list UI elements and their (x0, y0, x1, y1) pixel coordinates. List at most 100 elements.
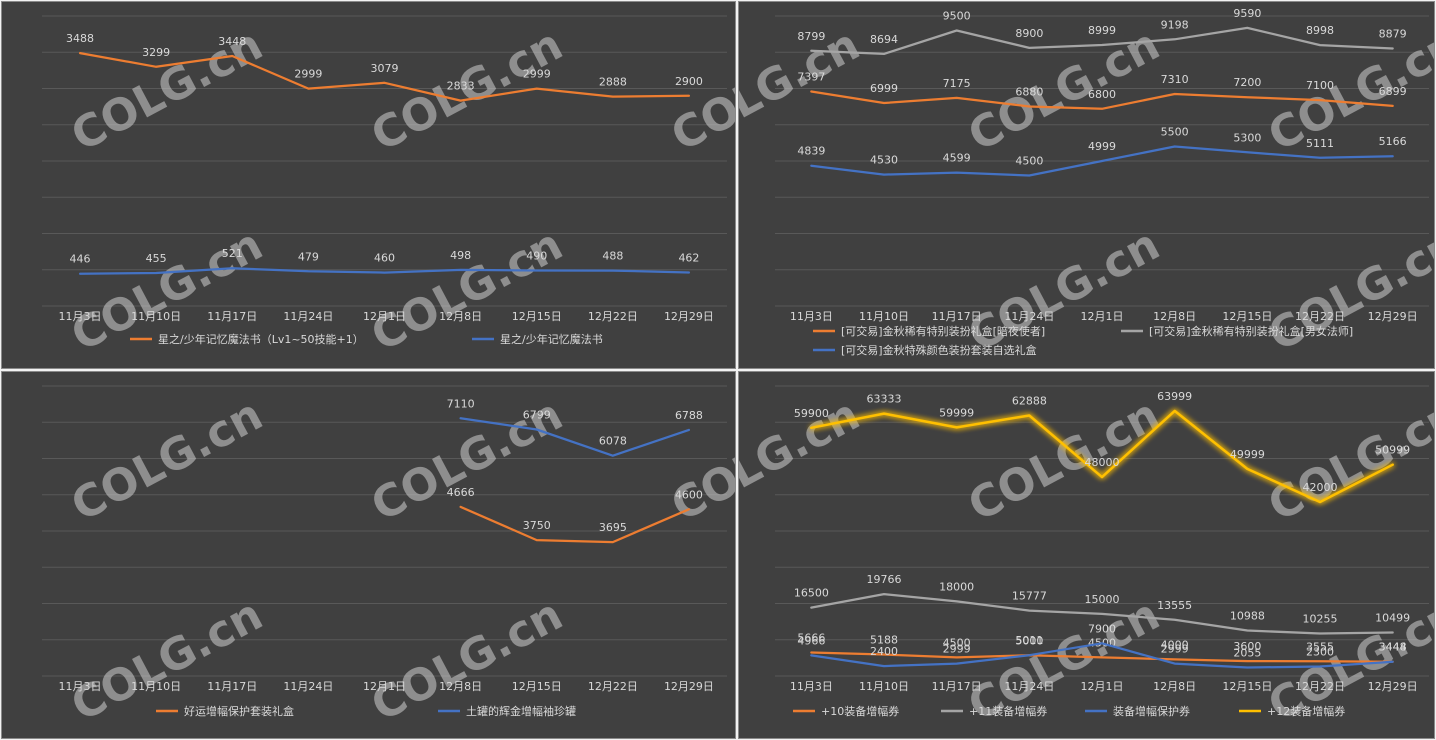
data-label: 2999 (1161, 643, 1189, 656)
x-tick-label: 11月10日 (859, 680, 909, 693)
gridlines (42, 385, 727, 677)
gridlines (775, 385, 1429, 677)
data-label: 2055 (1233, 646, 1261, 659)
data-label: 488 (602, 250, 623, 263)
x-tick-label: 11月3日 (59, 310, 102, 323)
legend-label: +12装备增幅券 (1267, 704, 1345, 718)
data-label: 3488 (66, 32, 94, 45)
data-label: 15777 (1012, 590, 1047, 603)
data-label: 9500 (943, 10, 971, 23)
data-label: 6880 (1015, 85, 1043, 98)
legend-label: 星之/少年记忆魔法书（Lv1~50技能+1） (158, 332, 364, 346)
data-label: 5666 (797, 632, 825, 645)
series-line-0 (459, 505, 691, 544)
data-label: 42000 (1303, 481, 1338, 494)
legend-entry: 土罐的辉金增幅袖珍罐 (438, 704, 576, 718)
data-label: 63999 (1157, 390, 1192, 403)
data-label: 446 (70, 253, 91, 266)
data-label: 490 (526, 249, 547, 262)
data-label: 19766 (867, 573, 902, 586)
data-label: 9198 (1161, 18, 1189, 31)
data-label: 6788 (675, 409, 703, 422)
data-label: 5000 (1015, 634, 1043, 647)
x-tick-label: 12月1日 (1081, 310, 1124, 323)
data-label: 3299 (142, 46, 170, 59)
data-label: 460 (374, 252, 395, 265)
data-label: 4966 (797, 634, 825, 647)
data-label: 521 (222, 247, 243, 260)
legend-entry: +12装备增幅券 (1239, 704, 1345, 718)
data-label: 6800 (1088, 88, 1116, 101)
series-line-0 (810, 651, 1394, 663)
data-label: 5011 (1015, 634, 1043, 647)
chart-panel-autumn-costume-box: COLG.cn COLG.cn COLG.cn COLG.cn COLG.cn 11月3日… (738, 1, 1435, 369)
data-label: 7900 (1088, 622, 1116, 635)
data-label: 2900 (675, 75, 703, 88)
chart-panel-amplify-protection-box: COLG.cn COLG.cn COLG.cn COLG.cn COLG.cn 11月3日… (1, 371, 736, 739)
x-tick-label: 12月15日 (1222, 680, 1272, 693)
data-label: 3079 (371, 62, 399, 75)
x-tick-label: 12月8日 (439, 310, 482, 323)
series-line-2 (810, 145, 1394, 177)
x-tick-label: 12月8日 (439, 680, 482, 693)
data-label: 498 (450, 249, 471, 262)
data-label: 7100 (1306, 79, 1334, 92)
data-label: 8998 (1306, 24, 1334, 37)
series-line-1 (78, 267, 691, 275)
legend-label: [可交易]金秋稀有特别装扮礼盒[男女法师] (1149, 324, 1353, 338)
series-line-0 (810, 90, 1394, 110)
series-line-3 (810, 409, 1394, 504)
watermark: COLG.cn (1260, 19, 1435, 162)
x-tick-label: 12月1日 (1081, 680, 1124, 693)
data-label: 62888 (1012, 394, 1047, 407)
legend-label: 装备增幅保护券 (1113, 704, 1190, 718)
gridlines (42, 15, 727, 307)
data-label: 4599 (943, 152, 971, 165)
series-line-1 (459, 417, 691, 457)
data-label: 7175 (943, 77, 971, 90)
series-line-1 (810, 26, 1394, 56)
legend-entry: [可交易]金秋稀有特别装扮礼盒[暗夜使者] (813, 324, 1045, 338)
data-label: 4999 (1088, 140, 1116, 153)
data-label: 3695 (599, 521, 627, 534)
legend-label: [可交易]金秋稀有特别装扮礼盒[暗夜使者] (841, 324, 1045, 338)
data-label: 7310 (1161, 73, 1189, 86)
data-label: 49999 (1230, 448, 1265, 461)
data-label: 5166 (1379, 135, 1407, 148)
data-label: 4000 (1161, 638, 1189, 651)
x-tick-label: 12月29日 (664, 310, 714, 323)
x-tick-label: 11月17日 (932, 680, 982, 693)
watermark: COLG.cn (1260, 219, 1435, 362)
x-tick-label: 11月17日 (207, 310, 257, 323)
data-label: 479 (298, 250, 319, 263)
data-label: 4600 (675, 488, 703, 501)
legend-entry: [可交易]金秋稀有特别装扮礼盒[男女法师] (1121, 324, 1353, 338)
data-label: 6078 (599, 435, 627, 448)
data-label: 5300 (1233, 131, 1261, 144)
data-label: 2833 (447, 80, 475, 93)
x-tick-label: 11月24日 (283, 310, 333, 323)
data-label: 7397 (797, 70, 825, 83)
data-label: 10255 (1303, 613, 1338, 626)
legend-entry: 星之/少年记忆魔法书 (472, 332, 603, 346)
legend-label: +10装备增幅券 (821, 704, 899, 718)
watermark: COLG.cn (960, 389, 1168, 532)
data-label: 3444 (1379, 641, 1407, 654)
chart-panel-magic-book: COLG.cn COLG.cn COLG.cn COLG.cn COLG.cn 11月3日… (1, 1, 736, 369)
data-label: 2999 (294, 68, 322, 81)
data-label: 2999 (943, 643, 971, 656)
data-label: 18000 (939, 580, 974, 593)
x-tick-label: 11月24日 (283, 680, 333, 693)
legend-label: 好运增幅保护套装礼盒 (184, 704, 294, 718)
data-label: 2400 (870, 645, 898, 658)
x-tick-label: 11月24日 (1004, 310, 1054, 323)
legend-entry: +11装备增幅券 (941, 704, 1047, 718)
data-label: 2999 (523, 68, 551, 81)
legend-entry: +10装备增幅券 (793, 704, 899, 718)
data-label: 8879 (1379, 28, 1407, 41)
data-label: 15000 (1085, 593, 1120, 606)
data-label: 4666 (447, 486, 475, 499)
data-label: 4839 (797, 145, 825, 158)
